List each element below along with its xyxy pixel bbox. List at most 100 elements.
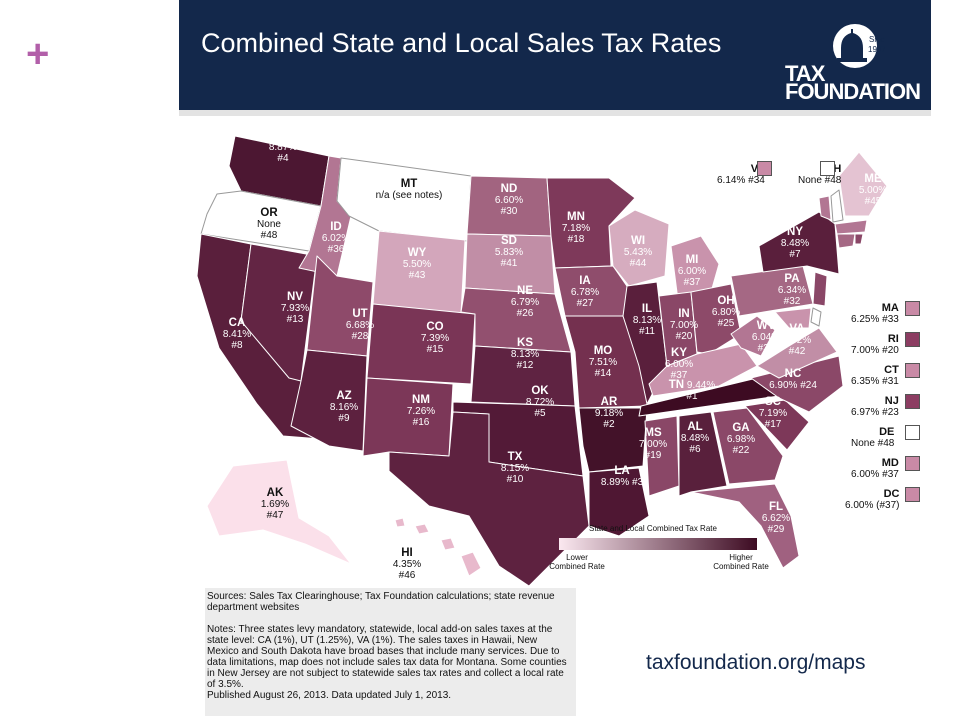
state-label-ut: UT 6.68% #28 bbox=[345, 308, 375, 342]
state-oh bbox=[690, 283, 742, 355]
state-label-az: AZ 8.16% #9 bbox=[329, 390, 359, 424]
banner-divider bbox=[179, 110, 931, 116]
state-ky bbox=[648, 343, 758, 397]
callout-de: DE None #48 bbox=[851, 426, 895, 450]
state-ga bbox=[712, 407, 784, 485]
notes-text: Notes: Three states levy mandatory, stat… bbox=[207, 624, 567, 690]
state-label-wy: WY 5.50% #43 bbox=[402, 247, 432, 281]
state-nj bbox=[812, 271, 828, 307]
swatch-ct bbox=[905, 363, 920, 378]
state-nv bbox=[240, 243, 318, 382]
swatch-ma bbox=[905, 301, 920, 316]
slide-plus-symbol: + bbox=[26, 32, 50, 76]
state-me bbox=[838, 151, 888, 217]
state-label-sc: SC 7.19% #17 bbox=[758, 396, 788, 430]
state-la bbox=[588, 467, 650, 537]
state-hi-kauai bbox=[394, 517, 406, 528]
swatch-vt bbox=[757, 161, 772, 176]
state-hi-big bbox=[460, 551, 482, 577]
state-label-wv: WV 6.04% #35 bbox=[751, 320, 781, 354]
legend-title: State and Local Combined Tax Rate bbox=[589, 524, 717, 533]
logo-line-1: TAX bbox=[785, 61, 825, 86]
state-al bbox=[678, 411, 728, 497]
state-label-ia: IA 6.78% #27 bbox=[570, 275, 600, 309]
us-map: WA 8.87% #4 MT n/a (see notes) OR None #48 ID… bbox=[179, 116, 931, 586]
swatch-nj bbox=[905, 394, 920, 409]
state-label-ms: MS 7.00% #19 bbox=[638, 427, 668, 461]
state-nc bbox=[750, 355, 844, 413]
tax-foundation-logo: Since 1937 TAX FOUNDATION bbox=[785, 22, 925, 104]
state-label-ky: KY 6.00% #37 bbox=[664, 347, 694, 381]
state-ma bbox=[834, 219, 868, 235]
state-label-nc: NC 6.90% #24 bbox=[769, 368, 817, 391]
state-label-ak: AK 1.69% #47 bbox=[260, 487, 290, 521]
swatch-de bbox=[905, 425, 920, 440]
state-wv bbox=[730, 315, 776, 357]
title-banner: Combined State and Local Sales Tax Rates… bbox=[179, 0, 931, 110]
state-az bbox=[290, 349, 368, 452]
state-label-tn: TN 9.44% #1 bbox=[668, 379, 716, 402]
state-sc bbox=[744, 399, 810, 451]
state-label-al: AL 8.48% #6 bbox=[680, 421, 710, 455]
state-label-sd: SD 5.83% #41 bbox=[494, 235, 524, 269]
source-url: taxfoundation.org/maps bbox=[646, 651, 866, 674]
state-co bbox=[366, 303, 476, 385]
state-label-va: VA 5.62% #42 bbox=[782, 323, 812, 357]
callout-ct: CT 6.35% #31 bbox=[851, 364, 899, 388]
state-label-ks: KS 8.13% #12 bbox=[510, 337, 540, 371]
map-title: Combined State and Local Sales Tax Rates bbox=[201, 28, 722, 58]
legend-low-label: Lower Combined Rate bbox=[549, 553, 605, 571]
state-label-tx: TX 8.15% #10 bbox=[500, 451, 530, 485]
state-ct bbox=[836, 233, 856, 249]
state-label-mo: MO 7.51% #14 bbox=[588, 345, 618, 379]
state-label-or: OR None #48 bbox=[257, 207, 281, 241]
published-text: Published August 26, 2013. Data updated … bbox=[207, 690, 452, 701]
state-nh bbox=[830, 189, 844, 223]
state-label-mn: MN 7.18% #18 bbox=[561, 211, 591, 245]
state-hi-oahu bbox=[414, 523, 430, 535]
state-label-la: LA 8.89% #3 bbox=[600, 465, 644, 488]
sources-text: Sources: Sales Tax Clearinghouse; Tax Fo… bbox=[207, 591, 555, 613]
state-label-ar: AR 9.18% #2 bbox=[594, 396, 624, 430]
state-label-nm: NM 7.26% #16 bbox=[406, 394, 436, 428]
state-wi bbox=[608, 209, 670, 287]
state-label-mt: MT n/a (see notes) bbox=[375, 178, 443, 201]
state-label-oh: OH 6.80% #25 bbox=[711, 295, 741, 329]
state-ut bbox=[306, 255, 374, 357]
state-label-in: IN 7.00% #20 bbox=[669, 308, 699, 342]
state-ar bbox=[578, 407, 648, 473]
callout-nj: NJ 6.97% #23 bbox=[851, 395, 899, 419]
state-label-fl: FL 6.62% #29 bbox=[761, 501, 791, 535]
state-label-wi: WI 5.43% #44 bbox=[623, 235, 653, 269]
badge-year: 1937 bbox=[868, 45, 885, 54]
state-fl bbox=[690, 483, 800, 569]
state-md bbox=[774, 307, 812, 329]
us-map-shapes bbox=[196, 135, 888, 586]
state-label-co: CO 7.39% #15 bbox=[420, 321, 450, 355]
notes-box: Sources: Sales Tax Clearinghouse; Tax Fo… bbox=[205, 588, 576, 716]
state-label-id: ID 6.02% #36 bbox=[321, 221, 351, 255]
state-label-nd: ND 6.60% #30 bbox=[494, 183, 524, 217]
state-mn bbox=[546, 177, 636, 269]
callout-ma: MA 6.25% #33 bbox=[851, 302, 899, 326]
callout-dc: DC 6.00% (#37) bbox=[845, 488, 900, 512]
state-label-il: IL 8.13% #11 bbox=[632, 303, 662, 337]
state-label-hi: HI 4.35% #46 bbox=[392, 547, 422, 581]
state-label-mi: MI 6.00% #37 bbox=[677, 254, 707, 288]
state-label-wa: WA 8.87% #4 bbox=[268, 130, 298, 164]
swatch-nh bbox=[820, 161, 835, 176]
swatch-md bbox=[905, 456, 920, 471]
legend-high-label: Higher Combined Rate bbox=[713, 553, 769, 571]
state-va bbox=[756, 327, 838, 379]
state-ny bbox=[758, 211, 840, 275]
callout-ri: RI 7.00% #20 bbox=[851, 333, 899, 357]
state-ri bbox=[854, 233, 864, 245]
logo-line-2: FOUNDATION bbox=[785, 79, 921, 104]
state-de bbox=[810, 307, 822, 327]
capitol-dome-icon: Since 1937 bbox=[833, 24, 885, 68]
badge-since: Since bbox=[869, 35, 885, 44]
state-hi-maui bbox=[440, 537, 456, 551]
state-label-ca: CA 8.41% #8 bbox=[222, 317, 252, 351]
callout-md: MD 6.00% #37 bbox=[851, 457, 899, 481]
state-label-pa: PA 6.34% #32 bbox=[777, 273, 807, 307]
